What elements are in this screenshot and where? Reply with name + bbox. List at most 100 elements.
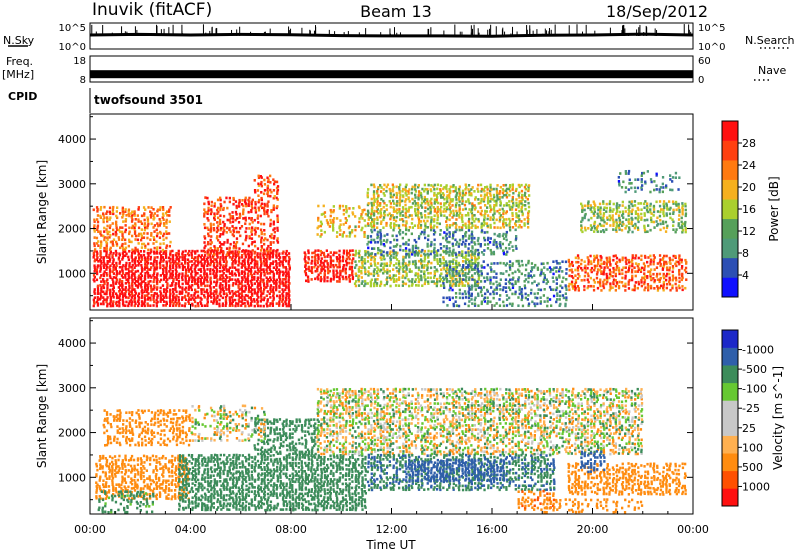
heatmap-cell xyxy=(175,302,178,305)
heatmap-cell xyxy=(156,256,159,259)
heatmap-cell xyxy=(499,226,502,230)
heatmap-cell xyxy=(380,198,383,201)
heatmap-cell xyxy=(222,232,225,236)
heatmap-cell xyxy=(128,226,131,230)
heatmap-cell xyxy=(504,235,508,238)
heatmap-cell xyxy=(219,214,222,218)
heatmap-cell xyxy=(256,300,259,304)
heatmap-cell xyxy=(105,264,108,267)
heatmap-cell xyxy=(251,259,254,263)
heatmap-cell xyxy=(637,280,640,284)
heatmap-cell xyxy=(363,231,366,234)
heatmap-cell xyxy=(446,217,449,221)
heatmap-cell xyxy=(249,296,252,299)
heatmap-cell xyxy=(418,219,421,223)
heatmap-cell xyxy=(393,226,396,230)
heatmap-cell xyxy=(240,286,243,290)
heatmap-cell xyxy=(215,270,219,273)
heatmap-cell xyxy=(166,282,169,286)
freq-series xyxy=(90,70,693,79)
heatmap-cell xyxy=(109,246,112,250)
heatmap-cell xyxy=(202,282,205,285)
heatmap-cell xyxy=(558,262,561,265)
heatmap-cell xyxy=(435,193,438,197)
heatmap-cell xyxy=(278,252,281,256)
heatmap-cell xyxy=(448,261,451,265)
heatmap-cell xyxy=(153,294,156,297)
heatmap-cell xyxy=(590,226,594,230)
heatmap-cell xyxy=(206,217,209,220)
heatmap-cell xyxy=(172,292,175,296)
heatmap-cell xyxy=(114,230,117,234)
heatmap-cell xyxy=(152,298,155,301)
heatmap-cell xyxy=(272,290,275,294)
heatmap-cell xyxy=(398,198,401,201)
heatmap-cell xyxy=(282,284,285,287)
heatmap-cell xyxy=(389,215,393,219)
heatmap-cell xyxy=(232,259,235,263)
heatmap-cell xyxy=(575,260,578,264)
heatmap-cell xyxy=(234,255,237,259)
heatmap-cell xyxy=(260,238,263,242)
heatmap-cell xyxy=(93,300,96,304)
heatmap-cell xyxy=(405,252,408,256)
heatmap-cell xyxy=(451,185,455,189)
heatmap-cell xyxy=(345,205,348,208)
heatmap-cell xyxy=(576,285,580,288)
heatmap-cell xyxy=(548,266,552,269)
heatmap-cell xyxy=(367,218,370,221)
heatmap-cell xyxy=(465,261,468,265)
heatmap-cell xyxy=(414,188,417,191)
heatmap-cell xyxy=(304,253,307,256)
heatmap-cell xyxy=(150,250,153,253)
heatmap-cell xyxy=(370,254,373,257)
heatmap-cell xyxy=(147,280,150,284)
heatmap-cell xyxy=(222,290,225,293)
heatmap-cell xyxy=(196,284,200,287)
heatmap-cell xyxy=(501,196,504,199)
heatmap-cell xyxy=(429,210,432,213)
heatmap-cell xyxy=(461,198,464,201)
heatmap-cell xyxy=(473,190,476,193)
heatmap-cell xyxy=(339,269,342,273)
heatmap-cell xyxy=(143,304,146,308)
heatmap-cell xyxy=(436,280,439,284)
heatmap-cell xyxy=(373,257,376,261)
heatmap-cell xyxy=(115,280,118,284)
heatmap-cell xyxy=(105,228,108,231)
heatmap-cell xyxy=(392,218,396,222)
heatmap-cell xyxy=(147,248,150,252)
heatmap-cell xyxy=(177,300,180,303)
heatmap-cell xyxy=(449,210,452,214)
heatmap-cell xyxy=(186,252,190,256)
heatmap-cell xyxy=(163,274,166,277)
heatmap-cell xyxy=(375,284,379,287)
heatmap-cell xyxy=(685,260,688,264)
heatmap-cell xyxy=(509,219,512,223)
heatmap-cell xyxy=(467,266,470,269)
heatmap-cell xyxy=(344,221,348,225)
heatmap-cell xyxy=(99,292,102,296)
heatmap-cell xyxy=(379,264,383,267)
heatmap-cell xyxy=(177,296,180,299)
heatmap-cell xyxy=(394,284,398,287)
heatmap-cell xyxy=(256,292,259,295)
heatmap-cell xyxy=(444,185,448,189)
heatmap-cell xyxy=(474,224,477,228)
heatmap-cell xyxy=(144,271,147,275)
heatmap-cell xyxy=(256,302,259,306)
heatmap-cell xyxy=(326,265,329,269)
heatmap-cell xyxy=(374,241,377,244)
heatmap-cell xyxy=(270,233,273,236)
heatmap-cell xyxy=(480,190,483,193)
heatmap-cell xyxy=(153,260,156,263)
heatmap-cell xyxy=(266,202,269,206)
heatmap-cell xyxy=(492,292,495,296)
heatmap-cell xyxy=(486,188,489,191)
heatmap-cell xyxy=(319,275,322,279)
heatmap-cell xyxy=(520,183,523,187)
heatmap-cell xyxy=(137,264,140,267)
heatmap-cell xyxy=(181,255,184,259)
heatmap-cell xyxy=(215,275,218,279)
heatmap-cell xyxy=(162,234,165,238)
